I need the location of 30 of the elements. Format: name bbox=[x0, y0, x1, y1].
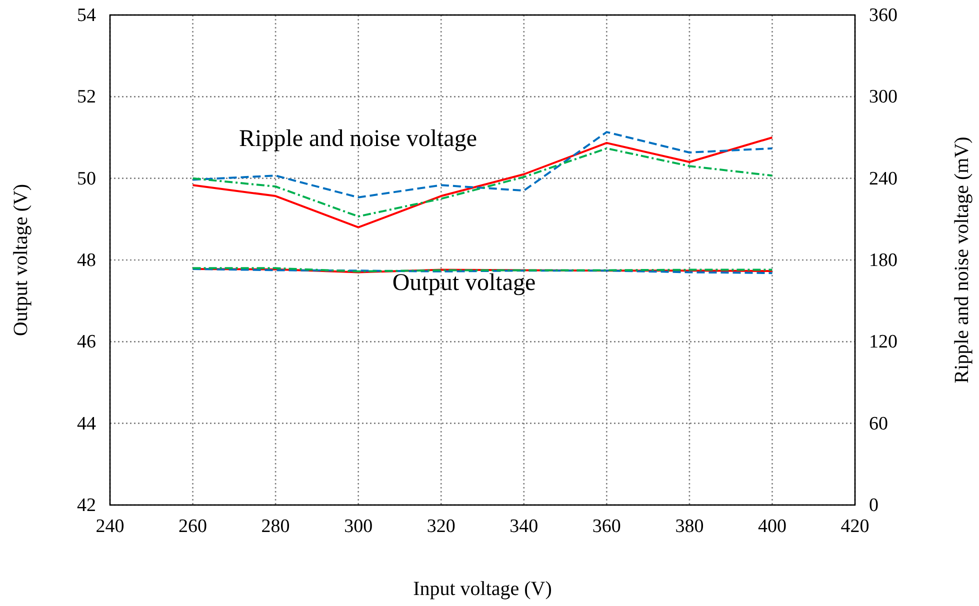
y2-tick-label: 0 bbox=[869, 495, 878, 516]
x-tick-label: 400 bbox=[758, 516, 786, 537]
x-tick-label: 340 bbox=[510, 516, 538, 537]
annotation: Ripple and noise voltage bbox=[239, 126, 477, 152]
y2-tick-label: 60 bbox=[869, 413, 888, 434]
y-tick-label: 48 bbox=[77, 250, 96, 271]
y-tick-label: 46 bbox=[77, 332, 96, 353]
y-tick-label: 42 bbox=[77, 495, 96, 516]
x-tick-label: 280 bbox=[261, 516, 290, 537]
y2-tick-label: 180 bbox=[869, 250, 898, 271]
x-tick-label: 300 bbox=[344, 516, 373, 537]
y-axis-title: Output voltage (V) bbox=[10, 184, 32, 336]
y-tick-label: 52 bbox=[77, 86, 96, 108]
x-tick-label: 240 bbox=[96, 516, 124, 537]
y2-axis-title: Ripple and noise voltage (mV) bbox=[951, 136, 973, 384]
x-tick-label: 360 bbox=[592, 516, 621, 537]
x-tick-label: 260 bbox=[178, 516, 208, 537]
annotation: Output voltage bbox=[392, 270, 536, 296]
y2-tick-label: 240 bbox=[869, 168, 898, 190]
y2-tick-label: 300 bbox=[869, 86, 898, 108]
y-tick-label: 50 bbox=[77, 168, 96, 190]
x-tick-label: 420 bbox=[840, 516, 870, 537]
x-tick-label: 320 bbox=[426, 516, 456, 537]
y2-tick-label: 120 bbox=[869, 332, 898, 353]
x-tick-label: 380 bbox=[675, 516, 704, 537]
x-axis-title: Input voltage (V) bbox=[413, 578, 552, 600]
y2-tick-label: 360 bbox=[869, 5, 898, 26]
line-series bbox=[192, 131, 774, 198]
y-tick-label: 54 bbox=[77, 5, 96, 26]
y-tick-label: 44 bbox=[77, 413, 96, 434]
